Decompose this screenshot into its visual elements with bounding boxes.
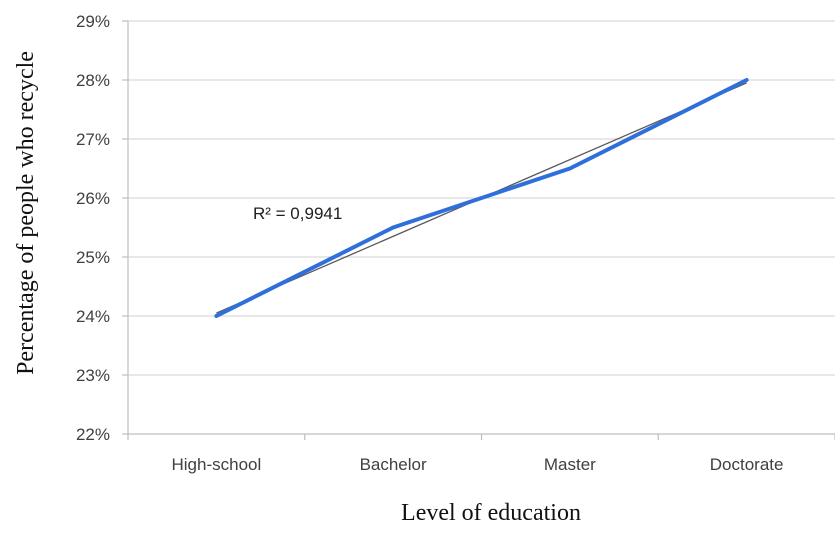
y-axis-title: Percentage of people who recycle (13, 51, 39, 375)
x-tick-label: Master (544, 455, 596, 474)
x-tick-label: High-school (171, 455, 261, 474)
axes (122, 21, 835, 440)
r-squared-annotation: R² = 0,9941 (253, 204, 342, 223)
x-axis-title: Level of education (401, 500, 581, 526)
y-tick-label: 25% (76, 248, 110, 267)
y-tick-label: 26% (76, 189, 110, 208)
y-tick-label: 23% (76, 366, 110, 385)
y-tick-label: 27% (76, 130, 110, 149)
x-tick-label: Doctorate (710, 455, 784, 474)
y-tick-label: 28% (76, 71, 110, 90)
y-tick-label: 24% (76, 307, 110, 326)
x-tick-label: Bachelor (360, 455, 427, 474)
y-tick-label: 29% (76, 12, 110, 31)
y-tick-labels: 22% 23% 24% 25% 26% 27% 28% 29% (76, 12, 110, 444)
y-tick-label: 22% (76, 425, 110, 444)
x-tick-labels: High-school Bachelor Master Doctorate (171, 455, 783, 474)
